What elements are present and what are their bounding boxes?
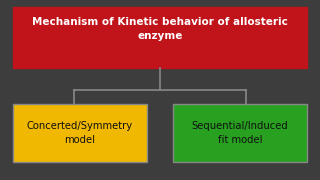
Text: Mechanism of Kinetic behavior of allosteric
enzyme: Mechanism of Kinetic behavior of alloste…	[32, 17, 288, 41]
FancyBboxPatch shape	[173, 104, 307, 162]
FancyBboxPatch shape	[13, 104, 147, 162]
FancyBboxPatch shape	[13, 7, 307, 68]
Text: Concerted/Symmetry
model: Concerted/Symmetry model	[27, 121, 133, 145]
Text: Sequential/Induced
fit model: Sequential/Induced fit model	[192, 121, 288, 145]
